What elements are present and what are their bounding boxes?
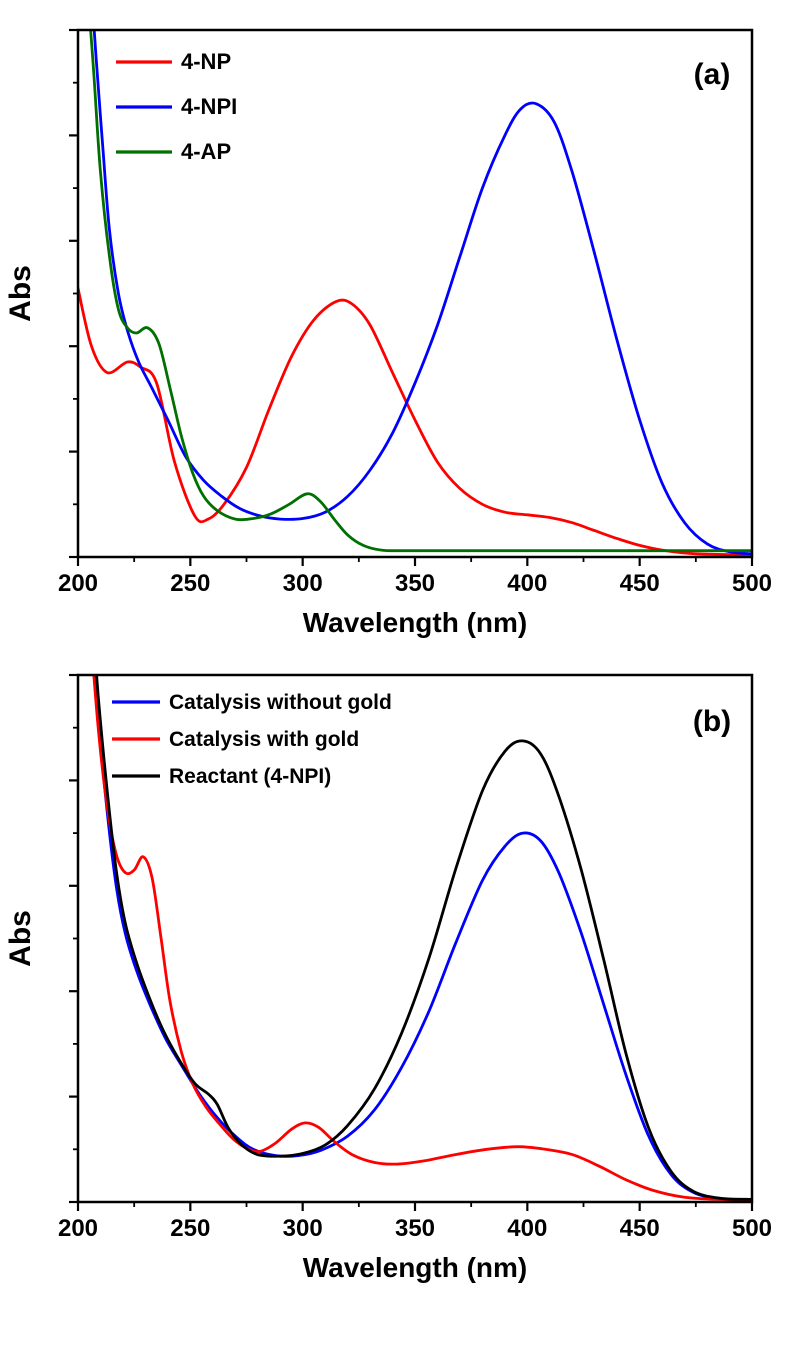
y-axis-title: Abs [4, 265, 37, 322]
series-curve-4-np [79, 287, 751, 556]
legend-label: 4-AP [181, 139, 231, 164]
series-curve-catalysis-with-gold [92, 676, 751, 1201]
x-axis-title: Wavelength (nm) [303, 1252, 528, 1283]
chart-panel-b: 200 250 300 350 400 450 500 Catalysis without g… [0, 645, 800, 1295]
series-curve-4-ap [89, 31, 751, 553]
legend-label: Catalysis without gold [169, 691, 392, 714]
x-axis-tick-label: 400 [507, 1215, 547, 1242]
legend-label: Catalysis with gold [169, 728, 359, 751]
x-axis-tick-label: 350 [395, 570, 435, 597]
x-axis-tick-label: 450 [620, 1215, 660, 1242]
panel-label: (b) [693, 705, 731, 738]
series-curve-reactant-4-npi- [95, 676, 751, 1201]
x-axis-tick-label: 400 [507, 570, 547, 597]
x-axis-tick-label: 350 [395, 1215, 435, 1242]
x-axis-tick-label: 450 [620, 570, 660, 597]
y-axis-title: Abs [4, 910, 37, 967]
x-axis-tick-label: 500 [732, 570, 772, 597]
series-curve-4-npi [92, 31, 751, 556]
plot-frame [76, 28, 754, 559]
x-axis-tick-label: 250 [170, 570, 210, 597]
series-curve-catalysis-without-gold [93, 676, 751, 1201]
legend-label: 4-NP [181, 49, 231, 74]
figure-uv-vis-spectra: 200 250 300 350 400 450 500 4-NP 4-NPI 4-AP Wavele… [0, 0, 800, 1295]
plot-frame [76, 673, 754, 1204]
x-axis-tick-label: 200 [58, 570, 98, 597]
panel-label: (a) [694, 58, 731, 91]
x-axis-tick-label: 500 [732, 1215, 772, 1242]
x-axis-tick-label: 300 [283, 1215, 323, 1242]
chart-panel-a: 200 250 300 350 400 450 500 4-NP 4-NPI 4-AP Wavele… [0, 0, 800, 645]
x-axis-tick-label: 200 [58, 1215, 98, 1242]
x-axis-tick-label: 300 [283, 570, 323, 597]
legend-label: 4-NPI [181, 94, 237, 119]
legend-label: Reactant (4-NPI) [169, 765, 331, 788]
x-axis-title: Wavelength (nm) [303, 607, 528, 638]
x-axis-tick-label: 250 [170, 1215, 210, 1242]
